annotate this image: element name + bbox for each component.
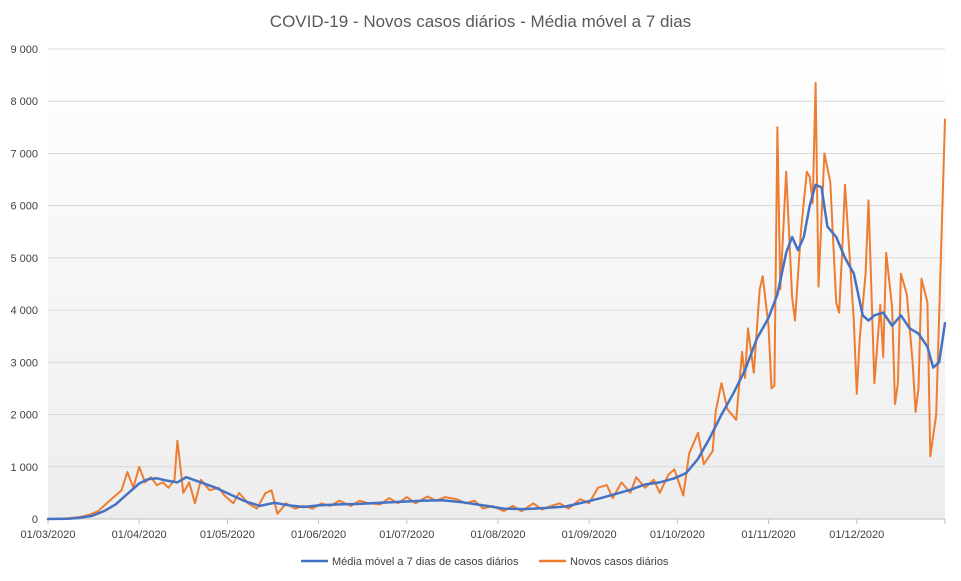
x-tick-label: 01/11/2020	[741, 529, 795, 541]
series-line-novos-casos	[47, 81, 946, 520]
x-tick-label: 01/06/2020	[291, 529, 346, 541]
x-tick-label: 01/03/2020	[20, 529, 75, 541]
x-tick-label: 01/08/2020	[470, 529, 525, 541]
y-tick-label: 9 000	[10, 44, 38, 56]
x-tick-label: 01/09/2020	[562, 529, 617, 541]
legend: Média móvel a 7 dias de casos diários No…	[301, 556, 669, 568]
y-tick-label: 5 000	[10, 253, 38, 265]
legend-label-novos-casos: Novos casos diários	[570, 556, 669, 568]
y-tick-label: 8 000	[10, 96, 38, 108]
gridlines	[48, 48, 945, 468]
plot-area	[48, 49, 945, 519]
series-layer	[46, 81, 947, 521]
y-tick-label: 0	[32, 514, 38, 526]
x-tick-label: 01/05/2020	[200, 529, 255, 541]
x-tick-label: 01/07/2020	[379, 529, 434, 541]
y-axis-ticks: 0 1 000 2 000 3 000 4 000 5 000 6 000 7 000 8 00…	[10, 44, 38, 526]
y-tick-label: 3 000	[10, 357, 38, 369]
y-tick-label: 7 000	[10, 148, 38, 160]
x-tick-label: 01/04/2020	[112, 529, 167, 541]
x-tick-label: 01/12/2020	[829, 529, 884, 541]
y-tick-label: 1 000	[10, 462, 38, 474]
legend-label-media-movel: Média móvel a 7 dias de casos diários	[332, 556, 519, 568]
x-axis-ticks: 01/03/2020 01/04/2020 01/05/2020 01/06/2020…	[20, 519, 946, 541]
series-line-media-movel	[46, 183, 947, 521]
y-tick-label: 2 000	[10, 410, 38, 422]
x-tick-label: 01/10/2020	[650, 529, 705, 541]
y-tick-label: 4 000	[10, 305, 38, 317]
y-tick-label: 6 000	[10, 201, 38, 213]
chart-title: COVID-19 - Novos casos diários - Média m…	[270, 12, 691, 31]
